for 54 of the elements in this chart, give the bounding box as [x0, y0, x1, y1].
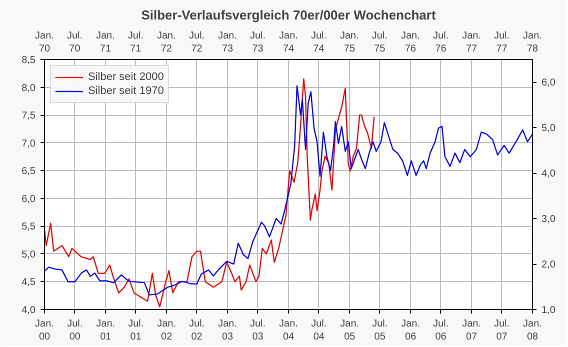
x-tick-label: Jul. 04	[311, 318, 327, 343]
x-tick-label: Jul. 01	[128, 318, 144, 343]
x2-tick-label: Jan. 76	[400, 30, 420, 54]
x-tick-label: Jan. 01	[96, 318, 116, 343]
y-tick-label: 7,5	[22, 110, 36, 122]
y-tick-label: 4,5	[22, 277, 36, 288]
x2-tick-label: Jan. 77	[462, 30, 481, 54]
line-series	[44, 85, 532, 296]
x-tick-label: Jan. 08	[523, 318, 542, 343]
y-tick-label: 8,0	[22, 82, 36, 94]
x2-tick-label: Jul. 75	[372, 30, 388, 54]
x-tick-label: Jan. 02	[157, 318, 176, 343]
chart-title: Silber-Verlaufsvergleich 70er/00er Wochenchart	[141, 8, 436, 22]
y2-tick-label: 6,0	[542, 78, 556, 89]
x-tick-label: Jan. 03	[218, 318, 237, 343]
x2-tick-label: Jan. 78	[523, 30, 542, 54]
x-tick-label: Jan. 07	[462, 318, 481, 343]
y2-tick-label: 4,0	[542, 168, 556, 180]
x2-tick-label: Jan. 71	[96, 30, 115, 54]
x-tick-label: Jul. 00	[67, 318, 83, 343]
x2-tick-label: Jul. 74	[310, 30, 327, 54]
y-tick-label: 6,0	[22, 194, 36, 205]
x2-tick-label: Jul. 70	[66, 30, 83, 54]
legend-label: Silber seit 2000	[88, 70, 164, 84]
x2-tick-label: Jan. 75	[340, 30, 359, 54]
x2-tick-label: Jul. 72	[189, 30, 205, 54]
x2-tick-label: Jan. 74	[279, 30, 298, 54]
y-tick-label: 6,5	[22, 166, 36, 178]
x2-tick-label: Jan. 72	[156, 30, 176, 54]
x2-tick-label: Jul. 76	[433, 30, 449, 54]
x-tick-label: Jul. 05	[372, 318, 388, 343]
x-tick-label: Jul. 02	[189, 318, 205, 343]
y2-tick-label: 3,0	[542, 214, 556, 226]
x2-tick-label: Jul. 71	[128, 30, 144, 54]
x-tick-label: Jan. 05	[340, 318, 360, 343]
x-tick-label: Jul. 06	[433, 318, 449, 343]
y-tick-label: 8,5	[22, 55, 36, 66]
y-tick-label: 5,5	[22, 222, 36, 233]
legend-label: Silber seit 1970	[88, 84, 164, 98]
x-tick-label: Jan. 04	[279, 318, 298, 343]
y-tick-label: 7,0	[22, 138, 36, 150]
y2-tick-label: 2,0	[542, 260, 556, 271]
x-tick-label: Jan. 00	[35, 318, 54, 343]
y-tick-label: 5,0	[22, 249, 36, 260]
x2-tick-label: Jan. 70	[35, 30, 54, 54]
x-tick-label: Jul. 07	[494, 318, 510, 343]
x2-tick-label: Jul. 77	[494, 30, 510, 54]
x2-tick-label: Jul. 73	[250, 30, 266, 54]
x2-tick-label: Jan. 73	[218, 30, 237, 54]
y2-tick-label: 1,0	[542, 305, 556, 316]
x-tick-label: Jan. 06	[401, 318, 420, 343]
x-tick-label: Jul. 03	[250, 318, 266, 343]
y2-tick-label: 5,0	[542, 123, 556, 134]
y-tick-label: 4,0	[22, 305, 36, 316]
